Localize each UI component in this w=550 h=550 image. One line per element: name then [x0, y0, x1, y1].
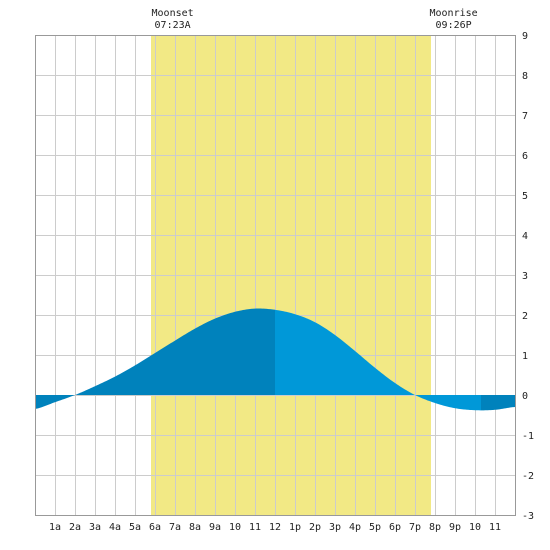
y-tick-label: 1 — [522, 351, 528, 362]
tide-area-afternoon — [275, 309, 481, 411]
moon-event-time: 09:26P — [436, 20, 472, 31]
plot-frame — [35, 35, 516, 516]
y-tick-label: 3 — [522, 271, 528, 282]
tide-area-layer — [35, 308, 515, 411]
y-tick-label: -2 — [522, 471, 534, 482]
x-tick-label: 8p — [429, 522, 441, 533]
x-tick-label: 2a — [69, 522, 81, 533]
grid-layer — [35, 35, 515, 515]
y-tick-label: -1 — [522, 431, 534, 442]
y-tick-label: 6 — [522, 151, 528, 162]
x-tick-label: 12 — [269, 522, 281, 533]
y-tick-label: 7 — [522, 111, 528, 122]
y-axis-ticks: -3 -2 -1 0 1 2 3 4 5 6 7 8 9 — [522, 31, 534, 522]
x-tick-label: 5p — [369, 522, 381, 533]
x-tick-label: 1a — [49, 522, 61, 533]
x-tick-label: 5a — [129, 522, 141, 533]
y-tick-label: 9 — [522, 31, 528, 42]
x-tick-label: 10 — [469, 522, 481, 533]
x-axis-ticks: 1a 2a 3a 4a 5a 6a 7a 8a 9a 10 11 12 1p 2p 3p 4p 5p 6p 7p 8p… — [49, 522, 501, 533]
x-tick-label: 4a — [109, 522, 121, 533]
y-tick-label: 4 — [522, 231, 528, 242]
x-tick-label: 9a — [209, 522, 221, 533]
y-tick-label: -3 — [522, 511, 534, 522]
x-tick-label: 4p — [349, 522, 361, 533]
moon-event-name: Moonrise — [430, 8, 478, 19]
y-tick-label: 0 — [522, 391, 528, 402]
moon-event-name: Moonset — [152, 8, 194, 19]
x-tick-label: 1p — [289, 522, 301, 533]
x-tick-label: 3p — [329, 522, 341, 533]
x-tick-label: 11 — [489, 522, 501, 533]
x-tick-label: 10 — [229, 522, 241, 533]
x-tick-label: 7a — [169, 522, 181, 533]
x-tick-label: 2p — [309, 522, 321, 533]
tide-area-night — [481, 395, 515, 411]
y-tick-label: 8 — [522, 71, 528, 82]
y-tick-label: 2 — [522, 311, 528, 322]
tide-area-morning — [35, 308, 275, 409]
x-tick-label: 7p — [409, 522, 421, 533]
moon-event-time: 07:23A — [155, 20, 191, 31]
x-tick-label: 11 — [249, 522, 261, 533]
x-tick-label: 3a — [89, 522, 101, 533]
y-tick-label: 5 — [522, 191, 528, 202]
x-tick-label: 8a — [189, 522, 201, 533]
x-tick-label: 9p — [449, 522, 461, 533]
x-tick-label: 6p — [389, 522, 401, 533]
x-tick-label: 6a — [149, 522, 161, 533]
